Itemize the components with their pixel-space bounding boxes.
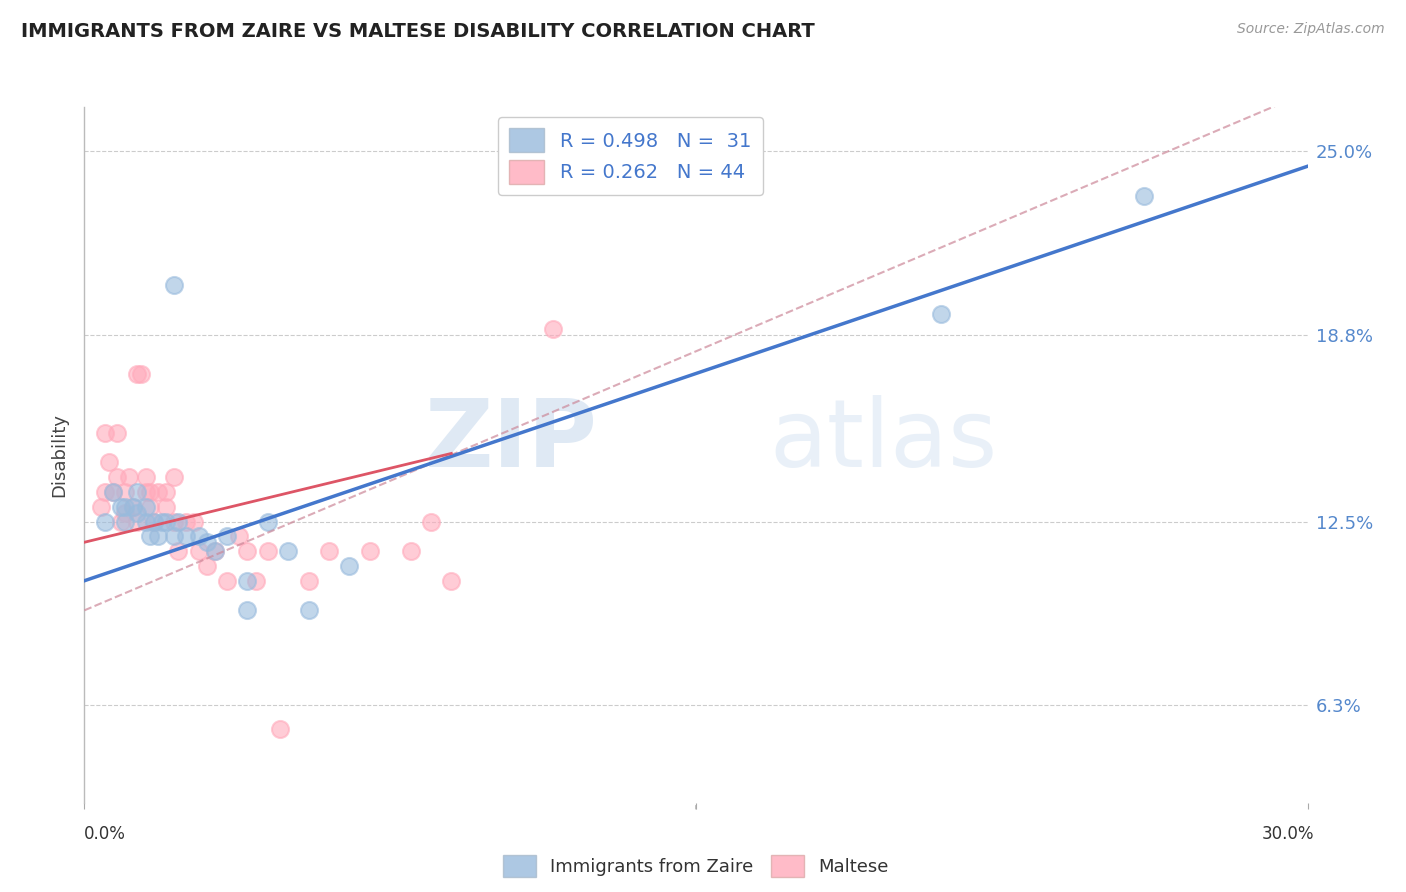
Point (101, 484, 124, 499)
Text: ZIP: ZIP (425, 395, 598, 487)
Point (339, 558, 361, 573)
Point (187, 529, 209, 543)
Point (217, 574, 239, 588)
Text: atlas: atlas (769, 395, 998, 487)
Point (135, 515, 157, 529)
Point (90, 500, 112, 514)
Point (122, 500, 145, 514)
Point (277, 544, 299, 558)
Point (138, 484, 160, 499)
Point (298, 603, 321, 617)
Point (142, 515, 165, 529)
Point (118, 470, 141, 484)
Point (204, 544, 226, 558)
Point (93, 484, 117, 499)
Point (217, 529, 239, 543)
Point (93, 425, 117, 440)
Point (135, 484, 157, 499)
Point (167, 544, 190, 558)
Legend: Immigrants from Zaire, Maltese: Immigrants from Zaire, Maltese (496, 847, 896, 884)
Point (127, 484, 149, 499)
Point (135, 470, 157, 484)
Point (114, 515, 136, 529)
Point (155, 515, 177, 529)
Point (228, 529, 250, 543)
Point (1133, 189, 1156, 203)
Point (257, 544, 280, 558)
Text: Source: ZipAtlas.com: Source: ZipAtlas.com (1237, 22, 1385, 37)
Point (155, 484, 177, 499)
Point (359, 544, 381, 558)
Text: IMMIGRANTS FROM ZAIRE VS MALTESE DISABILITY CORRELATION CHART: IMMIGRANTS FROM ZAIRE VS MALTESE DISABIL… (21, 22, 815, 41)
Point (298, 574, 321, 588)
Point (176, 529, 198, 543)
Point (97, 455, 120, 469)
Point (163, 470, 186, 484)
Point (142, 515, 165, 529)
Point (93, 515, 117, 529)
Text: 30.0%: 30.0% (1263, 825, 1315, 843)
Point (420, 515, 443, 529)
Point (167, 515, 190, 529)
Point (257, 515, 280, 529)
Point (146, 529, 169, 543)
Point (236, 574, 259, 588)
Point (114, 500, 136, 514)
Point (236, 603, 259, 617)
Point (138, 529, 160, 543)
Point (929, 307, 952, 321)
Point (138, 500, 160, 514)
Point (122, 500, 145, 514)
Point (399, 544, 422, 558)
Text: 0.0%: 0.0% (84, 825, 127, 843)
Point (236, 544, 259, 558)
Point (101, 484, 124, 499)
Point (110, 500, 132, 514)
Point (163, 529, 186, 543)
Point (114, 506, 136, 520)
Point (245, 574, 267, 588)
Point (176, 515, 198, 529)
Point (155, 500, 177, 514)
Point (127, 515, 149, 529)
Y-axis label: Disability: Disability (51, 413, 69, 497)
Point (543, 322, 565, 336)
Point (150, 515, 173, 529)
Point (195, 535, 218, 549)
Point (187, 544, 209, 558)
Point (318, 544, 340, 558)
Point (163, 277, 186, 292)
Point (440, 574, 463, 588)
Point (131, 367, 153, 381)
Point (135, 500, 157, 514)
Point (183, 515, 205, 529)
Point (105, 425, 128, 440)
Point (195, 558, 218, 573)
Point (127, 367, 149, 381)
Point (163, 515, 186, 529)
Point (105, 470, 128, 484)
Point (269, 722, 291, 736)
Point (146, 484, 169, 499)
Point (110, 515, 132, 529)
Point (127, 506, 149, 520)
Point (204, 544, 226, 558)
Point (114, 484, 136, 499)
